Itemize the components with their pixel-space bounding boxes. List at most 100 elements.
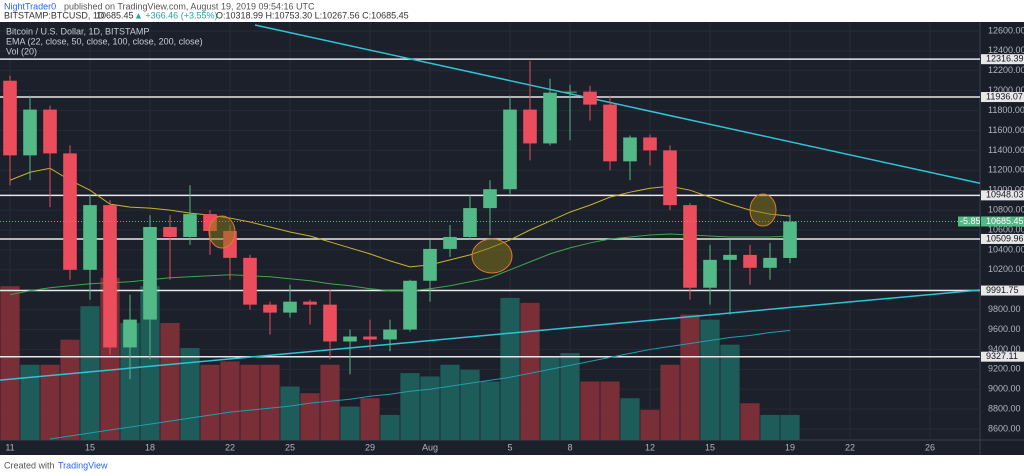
volume-bar: [500, 297, 520, 440]
candle-body: [423, 248, 437, 281]
trendline: [0, 289, 981, 381]
candle-body: [263, 304, 277, 313]
ema-line: [9, 167, 791, 268]
legend-entry: EMA (22, close, 50, close, 100, close, 2…: [6, 36, 203, 46]
candle-body: [163, 227, 177, 237]
volume-bar: [560, 353, 580, 440]
footer-brand[interactable]: TradingView: [58, 460, 108, 470]
volume-bar: [160, 322, 180, 440]
y-tick-label: 9000.00: [988, 384, 1021, 394]
y-tick-label: 10200.00: [988, 264, 1024, 274]
x-tick-label: 26: [925, 442, 935, 452]
y-tick-label: 11000.00: [988, 185, 1024, 195]
x-tick-label: 12: [645, 442, 655, 452]
candle-body: [723, 254, 737, 260]
volume-bar: [720, 344, 740, 440]
volume-bar: [780, 414, 800, 440]
volume-bar: [740, 403, 760, 440]
volume-bar: [480, 381, 500, 440]
y-tick-label: 8800.00: [988, 404, 1021, 414]
candle-body: [623, 137, 637, 162]
last-price-tag: [981, 216, 1024, 227]
y-tick-label: 10800.00: [988, 204, 1024, 214]
x-tick-label: 25: [285, 442, 295, 452]
volume-bar: [400, 373, 420, 440]
x-tick-label: 22: [225, 442, 235, 452]
legend-entry: Vol (20): [6, 46, 37, 56]
x-tick-label: 11: [5, 442, 14, 452]
volume-bar: [420, 376, 440, 440]
last-note-tag: [958, 216, 980, 227]
author[interactable]: NightTrader0: [4, 1, 56, 11]
candle-body: [143, 227, 157, 320]
ema-line: [49, 330, 791, 440]
level-label: 12316.39: [986, 54, 1024, 64]
y-tick-label: 11800.00: [988, 105, 1024, 115]
volume-bar: [280, 386, 300, 440]
volume-bar: [700, 319, 720, 440]
y-tick-label: 12600.00: [988, 25, 1024, 35]
annotation-ellipse: [208, 215, 236, 249]
candle-body: [483, 189, 497, 209]
y-tick-label: 12200.00: [988, 65, 1024, 75]
candle-body: [563, 91, 577, 93]
candle-body: [383, 329, 397, 340]
candle-body: [363, 336, 377, 340]
candle-body: [323, 304, 337, 342]
level-tag: [981, 233, 1024, 244]
volume-bar: [240, 364, 260, 440]
y-tick-label: 10400.00: [988, 244, 1024, 254]
level-label: 11936.07: [986, 91, 1023, 101]
volume-bar: [680, 314, 700, 440]
volume-bar: [380, 414, 400, 440]
last: 10685.45: [96, 10, 134, 20]
candle-body: [343, 336, 357, 342]
volume-bar: [0, 286, 20, 440]
candle-body: [243, 257, 257, 305]
candle-body: [543, 92, 557, 144]
ema-line: [9, 233, 791, 296]
candle-body: [503, 109, 517, 190]
volume-bar: [120, 322, 140, 440]
level-tag: [981, 351, 1024, 362]
x-tick-label: 29: [365, 442, 375, 452]
y-tick-label: 8600.00: [988, 423, 1021, 433]
candle-body: [583, 91, 597, 105]
ohlc: O:10318.99 H:10753.30 L:10267.56 C:10685…: [216, 10, 409, 20]
y-tick-label: 11200.00: [988, 165, 1024, 175]
volume-bar: [340, 406, 360, 440]
volume-bar: [300, 393, 320, 440]
candle-body: [183, 214, 197, 237]
volume-bar: [600, 381, 620, 440]
candle-body: [523, 109, 537, 144]
y-tick-label: 9200.00: [988, 364, 1021, 374]
volume-bar: [40, 364, 60, 440]
volume-bar: [60, 339, 80, 440]
volume-bar: [460, 369, 480, 440]
volume-bar: [520, 302, 540, 440]
volume-bar: [640, 409, 660, 440]
x-tick-label: 15: [705, 442, 715, 452]
level-tag: [981, 285, 1024, 296]
volume-bar: [760, 414, 780, 440]
candle-body: [403, 280, 417, 330]
x-tick-label: 22: [845, 442, 855, 452]
y-tick-label: 11600.00: [988, 125, 1024, 135]
candle-body: [443, 236, 457, 249]
volume-bar: [580, 381, 600, 440]
symbol: BITSTAMP:BTCUSD, 1D: [4, 10, 105, 20]
x-tick-label: 8: [567, 442, 572, 452]
volume-bar: [220, 361, 240, 440]
candle-body: [743, 254, 757, 268]
candle-body: [103, 205, 117, 348]
candle-body: [663, 150, 677, 206]
x-tick-label: 18: [145, 442, 155, 452]
volume-bar: [80, 306, 100, 440]
level-tag: [981, 190, 1024, 201]
candle-body: [783, 221, 797, 258]
y-tick-label: 12400.00: [988, 45, 1024, 55]
candle-body: [763, 257, 777, 268]
x-tick-label: 5: [507, 442, 512, 452]
y-tick-label: 11400.00: [988, 145, 1024, 155]
